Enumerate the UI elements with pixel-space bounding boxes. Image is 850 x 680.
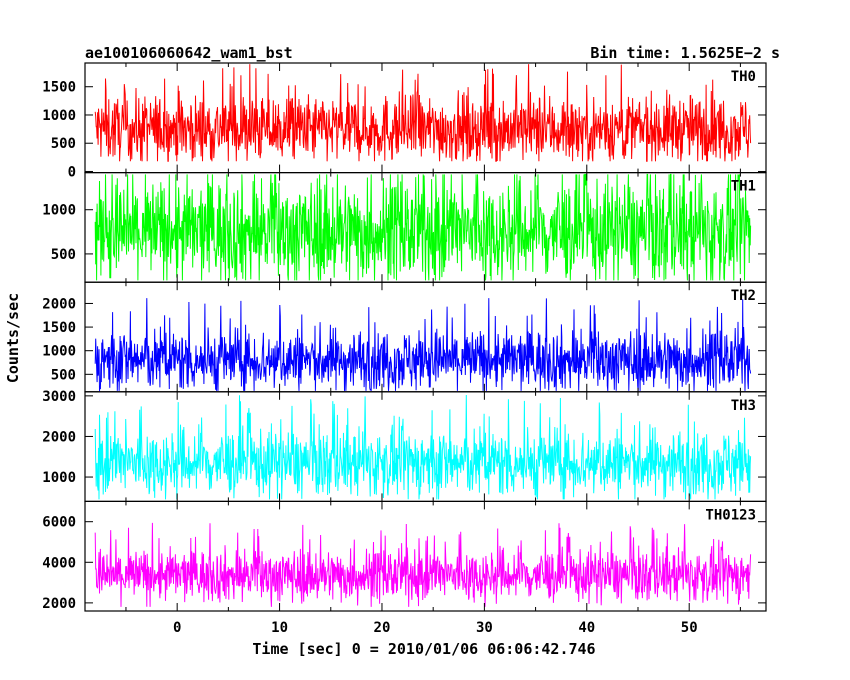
x-axis-label: Time [sec] 0 = 2010/01/06 06:06:42.746	[252, 640, 595, 658]
panel-th1	[94, 173, 752, 281]
x-tick-label: 10	[271, 620, 288, 636]
panel-label-th3: TH3	[731, 398, 756, 414]
panel-label-th0: TH0	[731, 69, 756, 85]
series-line-th0	[94, 64, 752, 162]
x-tick-label: 20	[374, 620, 391, 636]
y-tick-label: 500	[51, 247, 76, 263]
panel-th0123	[94, 522, 752, 607]
panel-th0	[94, 64, 752, 162]
y-tick-label: 2000	[42, 429, 76, 445]
y-axis-label: Counts/sec	[4, 293, 22, 383]
panel-frame	[84, 500, 767, 612]
y-tick-label: 6000	[42, 515, 76, 531]
y-tick-label: 500	[51, 367, 76, 383]
y-tick-label: 500	[51, 136, 76, 152]
x-tick-label: 50	[681, 620, 698, 636]
y-tick-label: 1000	[42, 344, 76, 360]
axes-layer: 050010001500TH05001000TH1500100015002000…	[42, 62, 767, 636]
panel-label-th2: TH2	[731, 288, 756, 304]
x-tick-label: 0	[173, 620, 181, 636]
y-tick-label: 2000	[42, 596, 76, 612]
series-line-th1	[94, 173, 752, 281]
x-tick-label: 30	[476, 620, 493, 636]
bin-time-label: Bin time: 1.5625E−2 s	[590, 44, 780, 62]
page-title: ae100106060642_wam1_bst	[85, 44, 293, 62]
y-tick-label: 1000	[42, 470, 76, 486]
panel-label-th1: TH1	[731, 179, 756, 195]
series-line-th0123	[94, 522, 752, 607]
y-tick-label: 4000	[42, 555, 76, 571]
y-tick-label: 1500	[42, 80, 76, 96]
panel-label-th0123: TH0123	[705, 507, 756, 523]
y-tick-label: 3000	[42, 389, 76, 405]
series-line-th3	[94, 394, 752, 500]
y-tick-label: 1000	[42, 108, 76, 124]
y-tick-label: 1500	[42, 320, 76, 336]
y-tick-label: 1000	[42, 203, 76, 219]
panel-th2	[94, 298, 752, 392]
panels-layer	[94, 64, 752, 607]
y-tick-label: 0	[68, 164, 76, 180]
series-line-th2	[94, 298, 752, 392]
x-tick-label: 40	[578, 620, 595, 636]
y-tick-label: 2000	[42, 296, 76, 312]
panel-th3	[94, 394, 752, 500]
